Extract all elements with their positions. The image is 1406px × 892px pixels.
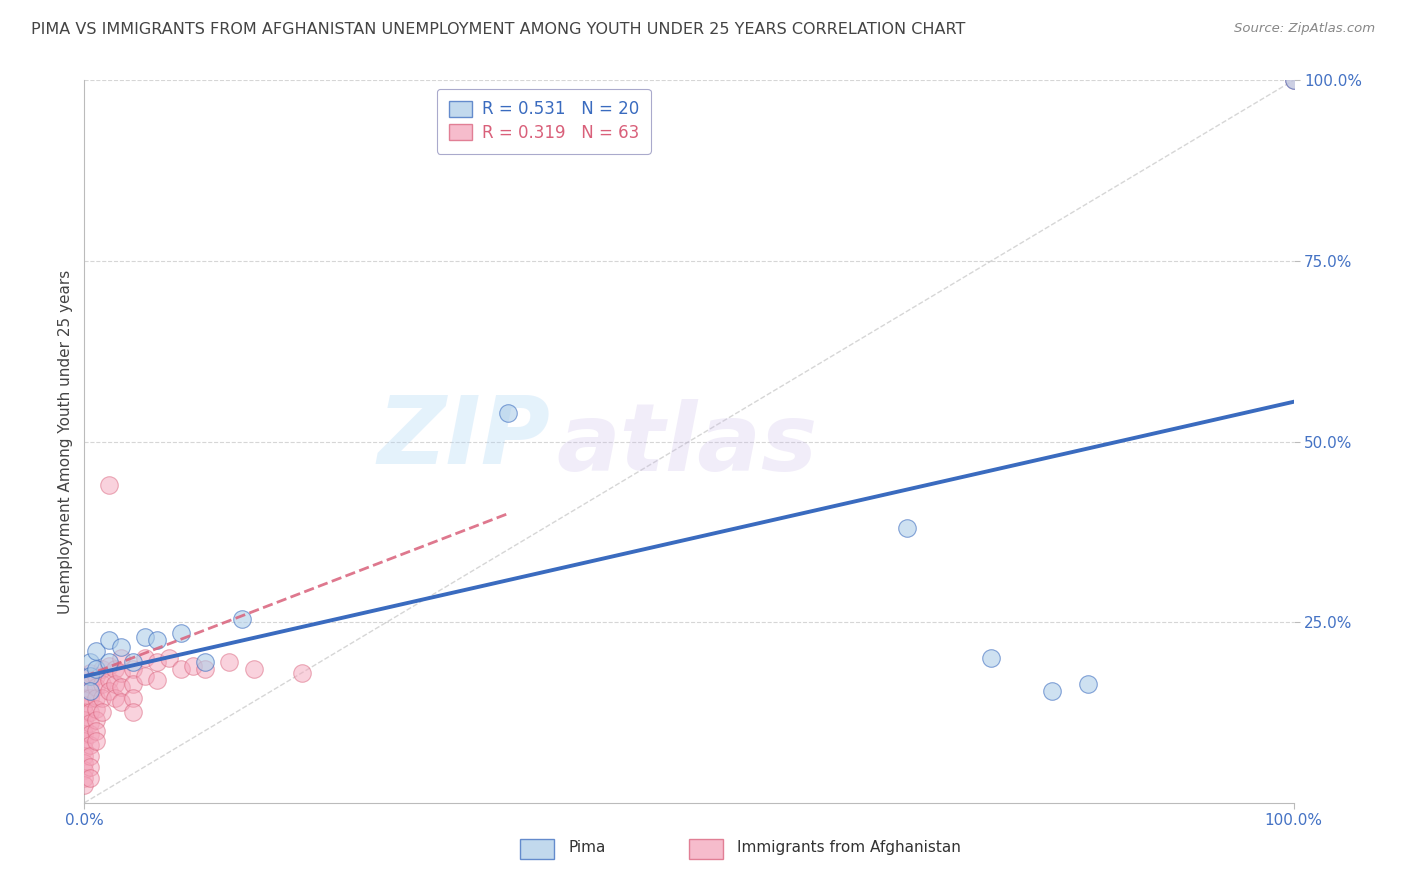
Point xyxy=(194,655,217,669)
Point xyxy=(73,706,96,720)
Point xyxy=(79,716,101,731)
Point xyxy=(194,662,217,676)
Text: Pima: Pima xyxy=(568,840,606,855)
Point xyxy=(86,669,108,683)
Point xyxy=(79,683,101,698)
Point xyxy=(97,683,120,698)
Point xyxy=(79,669,101,683)
Point xyxy=(896,521,918,535)
Point xyxy=(121,662,143,676)
Point xyxy=(121,691,143,706)
Point xyxy=(242,662,264,676)
Point xyxy=(1282,73,1305,87)
FancyBboxPatch shape xyxy=(520,838,554,859)
Point xyxy=(97,673,120,687)
Point xyxy=(121,655,143,669)
Point xyxy=(79,706,101,720)
Point xyxy=(170,662,193,676)
Point xyxy=(110,695,132,709)
Point xyxy=(146,633,169,648)
Point xyxy=(73,764,96,778)
Point xyxy=(97,478,120,492)
Point xyxy=(181,658,204,673)
Point xyxy=(134,630,156,644)
Text: atlas: atlas xyxy=(555,399,817,491)
Point xyxy=(146,673,169,687)
Point xyxy=(1077,676,1099,690)
Point xyxy=(79,665,101,680)
Point xyxy=(86,734,108,748)
Point xyxy=(79,691,101,706)
Point xyxy=(73,698,96,713)
Point xyxy=(231,611,253,625)
Point xyxy=(86,691,108,706)
Point xyxy=(79,727,101,741)
Point xyxy=(86,702,108,716)
FancyBboxPatch shape xyxy=(689,838,723,859)
Point xyxy=(110,651,132,665)
Point xyxy=(291,665,314,680)
Point xyxy=(73,720,96,734)
Point xyxy=(86,723,108,738)
Point xyxy=(121,676,143,690)
Point xyxy=(104,691,127,706)
Point xyxy=(79,748,101,763)
Point xyxy=(104,676,127,690)
Text: Immigrants from Afghanistan: Immigrants from Afghanistan xyxy=(737,840,962,855)
Point xyxy=(79,771,101,785)
Point xyxy=(170,626,193,640)
Y-axis label: Unemployment Among Youth under 25 years: Unemployment Among Youth under 25 years xyxy=(58,269,73,614)
Point xyxy=(91,706,114,720)
Point xyxy=(134,669,156,683)
Point xyxy=(73,691,96,706)
Point xyxy=(79,676,101,690)
Point xyxy=(73,756,96,770)
Point xyxy=(110,640,132,655)
Point xyxy=(73,748,96,763)
Point xyxy=(110,680,132,694)
Legend: R = 0.531   N = 20, R = 0.319   N = 63: R = 0.531 N = 20, R = 0.319 N = 63 xyxy=(437,88,651,153)
Point xyxy=(73,771,96,785)
Point xyxy=(91,691,114,706)
Point xyxy=(91,662,114,676)
Point xyxy=(73,727,96,741)
Point xyxy=(496,406,519,420)
Text: Source: ZipAtlas.com: Source: ZipAtlas.com xyxy=(1234,22,1375,36)
Point xyxy=(73,669,96,683)
Point xyxy=(134,651,156,665)
Point xyxy=(146,655,169,669)
Point xyxy=(97,655,120,669)
Point xyxy=(86,713,108,727)
Point xyxy=(73,734,96,748)
Point xyxy=(1040,683,1063,698)
Point xyxy=(121,706,143,720)
Point xyxy=(79,760,101,774)
Text: PIMA VS IMMIGRANTS FROM AFGHANISTAN UNEMPLOYMENT AMONG YOUTH UNDER 25 YEARS CORR: PIMA VS IMMIGRANTS FROM AFGHANISTAN UNEM… xyxy=(31,22,966,37)
Point xyxy=(86,644,108,658)
Point xyxy=(79,655,101,669)
Point xyxy=(86,680,108,694)
Point xyxy=(104,662,127,676)
Point xyxy=(980,651,1002,665)
Point xyxy=(79,738,101,752)
Point xyxy=(73,713,96,727)
Point xyxy=(73,778,96,792)
Point xyxy=(157,651,180,665)
Point xyxy=(91,676,114,690)
Point xyxy=(1282,73,1305,87)
Point xyxy=(97,658,120,673)
Point xyxy=(73,683,96,698)
Point xyxy=(73,741,96,756)
Point xyxy=(218,655,240,669)
Point xyxy=(86,662,108,676)
Text: ZIP: ZIP xyxy=(377,392,550,484)
Point xyxy=(110,665,132,680)
Point xyxy=(97,633,120,648)
